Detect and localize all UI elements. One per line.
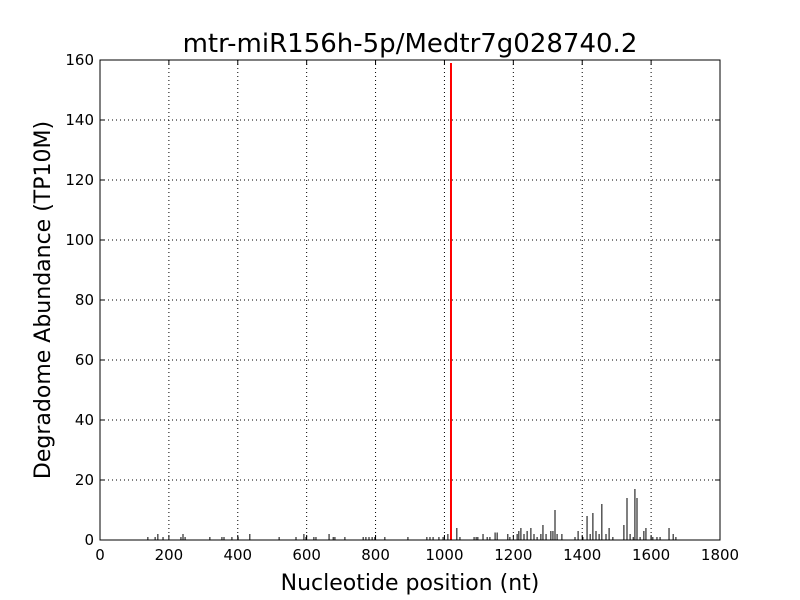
y-axis-label: Degradome Abundance (TP10M) [31, 121, 56, 479]
x-tick-label: 800 [361, 546, 390, 564]
x-tick-label: 1400 [563, 546, 601, 564]
y-tick-label: 100 [65, 231, 94, 249]
x-tick-label: 1800 [701, 546, 739, 564]
x-tick-label: 400 [223, 546, 252, 564]
x-tick-label: 200 [155, 546, 184, 564]
y-tick-label: 80 [75, 291, 94, 309]
y-tick-label: 60 [75, 351, 94, 369]
chart-title: mtr-miR156h-5p/Medtr7g028740.2 [183, 29, 638, 59]
x-axis-label: Nucleotide position (nt) [281, 571, 540, 596]
y-tick-label: 120 [65, 171, 94, 189]
y-tick-label: 160 [65, 51, 94, 69]
y-tick-label: 40 [75, 411, 94, 429]
x-tick-label: 600 [292, 546, 321, 564]
plot-frame [99, 59, 721, 541]
x-tick-label: 0 [95, 546, 105, 564]
y-tick-label: 20 [75, 471, 94, 489]
x-tick-label: 1000 [425, 546, 463, 564]
y-tick-label: 0 [84, 531, 94, 549]
x-tick-label: 1200 [494, 546, 532, 564]
x-tick-label: 1600 [632, 546, 670, 564]
y-tick-label: 140 [65, 111, 94, 129]
